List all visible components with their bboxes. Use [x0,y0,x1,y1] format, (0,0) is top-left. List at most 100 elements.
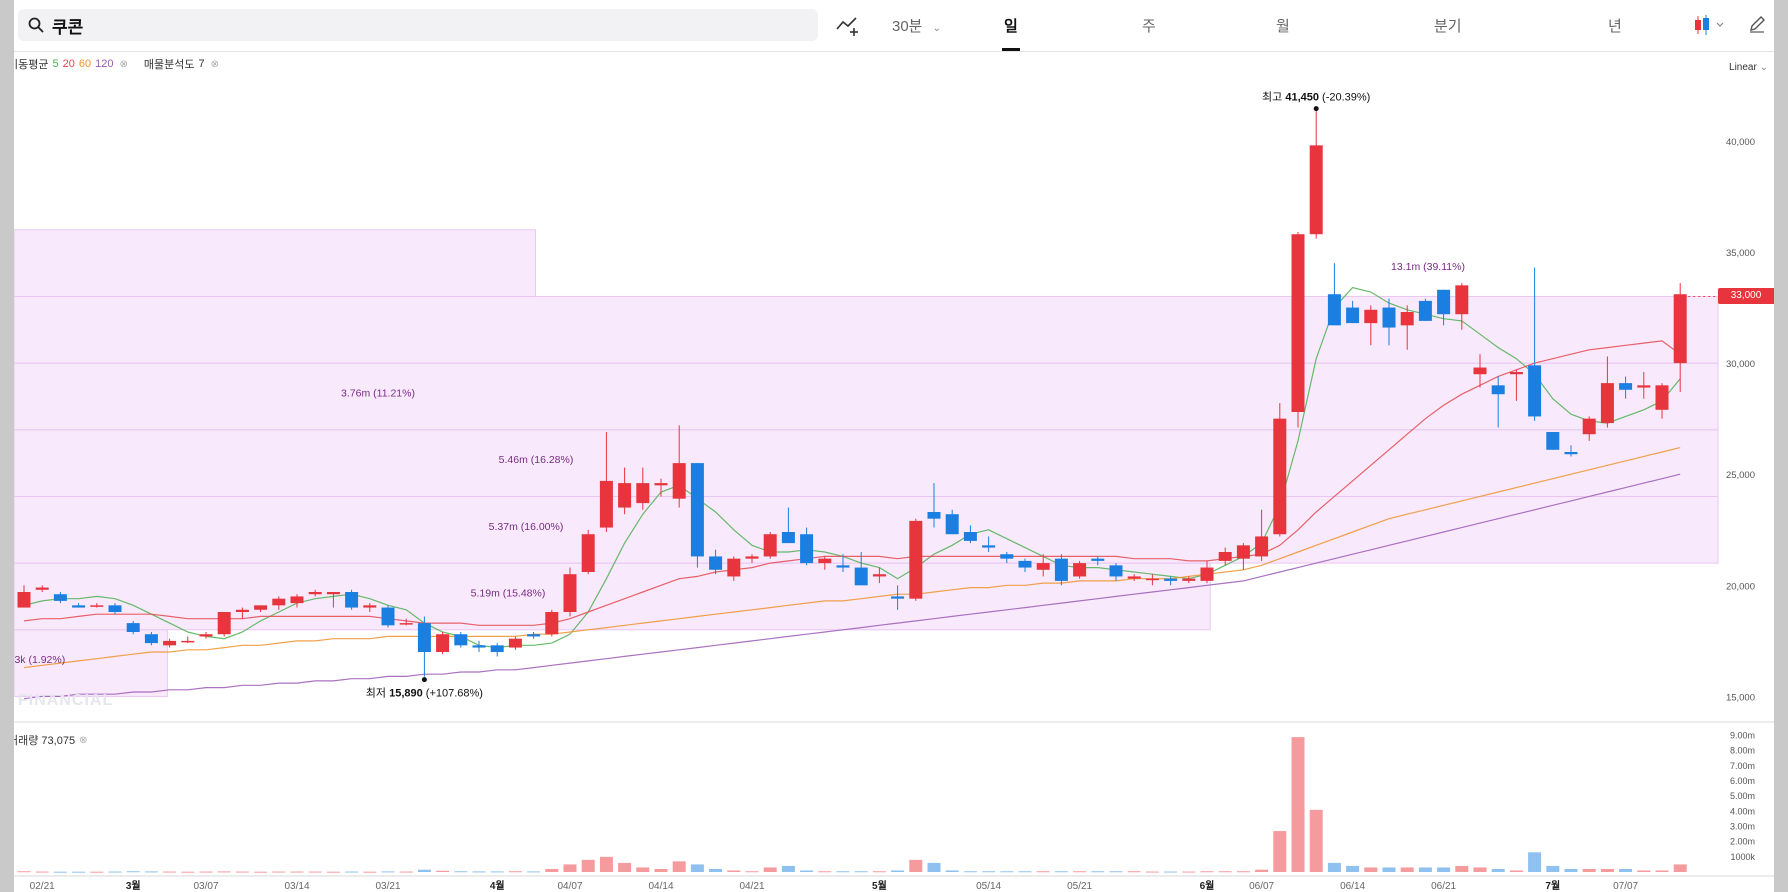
x-axis-tick: 04/14 [648,881,673,892]
high-marker [1313,106,1319,112]
search-box[interactable]: 쿠콘 [18,9,818,41]
ma-label[interactable]: 이동평균 [8,59,49,71]
volume-bar [1109,871,1123,873]
volume-profile-bar [14,429,1719,497]
candle-body [581,534,595,572]
volume-bar [1600,868,1614,872]
candle-body [636,483,650,504]
volume-bar [527,871,541,873]
volume-bar [763,867,777,872]
x-axis-tick: 05/14 [976,881,1001,892]
close-icon[interactable]: ⊗ [79,734,88,746]
volume-bar [581,859,595,872]
volume-bar [1528,852,1542,872]
volume-bar [1218,871,1232,873]
candle-body [927,512,941,519]
candle-body [872,574,886,577]
volume-profile-bar [14,295,1719,364]
tab-30min-label: 30분 [892,18,923,35]
low-marker [421,677,427,683]
volume-bar [909,859,923,872]
volume-bar [1546,865,1560,872]
tab-30min[interactable]: 30분 ⌄ [892,15,941,36]
candle-body [1309,145,1323,235]
candle-body [963,532,977,541]
candle-body [308,592,322,595]
tab-week[interactable]: 주 [1142,15,1156,36]
volume-bar [1018,871,1032,873]
candle-body [1018,560,1032,568]
candlestick-type-icon[interactable] [1694,14,1730,36]
candle-body [53,594,67,601]
tab-quarter[interactable]: 분기 [1434,15,1462,36]
close-icon[interactable]: ⊗ [210,58,219,70]
volume-bar [381,871,395,873]
volume-profile-label[interactable]: 매물분석도 [143,59,195,71]
volume-bar [1145,871,1159,873]
scale-mode-toggle[interactable]: Linear ⌄ [1729,62,1768,73]
volume-profile-label: 5.19m (15.48%) [471,587,546,599]
tab-year[interactable]: 년 [1608,15,1622,36]
volume-bar [709,868,723,872]
volume-bar [436,870,450,872]
candle-body [144,634,158,644]
price-chart[interactable]: 643k (1.92%) 5.19m (15.48%) 5.37m (16.00%)… [14,0,1774,892]
chart-window: 쿠콘 30분 ⌄ 일 주 월 분기 년 [8,0,1774,892]
volume-bar [1473,867,1487,872]
volume-bar [272,871,286,873]
candle-body [472,645,486,648]
candle-body [1218,552,1232,561]
ma-60-value: 60 [78,58,92,70]
volume-bar [891,870,905,872]
volume-bar [1073,871,1087,873]
pencil-icon[interactable] [1748,15,1766,33]
candle-body [235,609,249,612]
candle-body [618,483,632,508]
ma-5-value: 5 [52,58,59,70]
candle-body [818,558,832,564]
search-icon [28,17,44,33]
candle-body [1491,385,1505,395]
volume-bar [982,871,996,873]
chevron-down-icon[interactable]: ⌄ [932,23,942,34]
candle-body [672,463,686,499]
volume-bar [1655,870,1669,872]
volume-profile-label: 5.46m (16.28%) [499,454,574,466]
candle-body [1582,418,1596,435]
candle-body [1418,300,1432,321]
y-axis-tick: 35,000 [1726,248,1755,259]
volume-bar [545,868,559,872]
volume-bar [854,871,868,873]
candle-body [727,558,741,577]
volume-bar [454,871,468,873]
close-icon[interactable]: ⊗ [119,58,128,70]
current-price-tag: 33,000 [1718,288,1774,305]
candle-body [272,598,286,606]
toolbar: 쿠콘 30분 ⌄ 일 주 월 분기 년 [14,0,1774,52]
candle-body [363,605,377,608]
candle-body [436,634,450,652]
candle-body [90,605,104,607]
tab-month[interactable]: 월 [1276,15,1290,36]
candle-body [599,480,613,528]
volume-bar [1400,867,1414,872]
y-axis-tick: 40,000 [1726,137,1755,148]
volume-axis-tick: 9.00m [1730,731,1755,741]
volume-bar [1200,871,1214,873]
chevron-down-icon: ⌄ [1759,62,1768,73]
tab-week-label: 주 [1142,18,1156,35]
candle-body [1346,307,1360,324]
volume-axis-tick: 6.00m [1730,776,1755,786]
candle-body [1000,554,1014,559]
volume-label[interactable]: 거래량 73,075 [8,735,76,747]
volume-profile-value: 7 [198,58,205,70]
drawing-tool-icon[interactable] [836,14,860,36]
volume-bar [1000,871,1014,873]
tab-day[interactable]: 일 [1002,15,1020,51]
moving-average-line-120 [23,473,1681,700]
volume-bar [727,870,741,872]
volume-bar [72,871,86,873]
window-edge [0,0,14,892]
volume-bar [326,871,340,873]
volume-bar [1564,868,1578,872]
